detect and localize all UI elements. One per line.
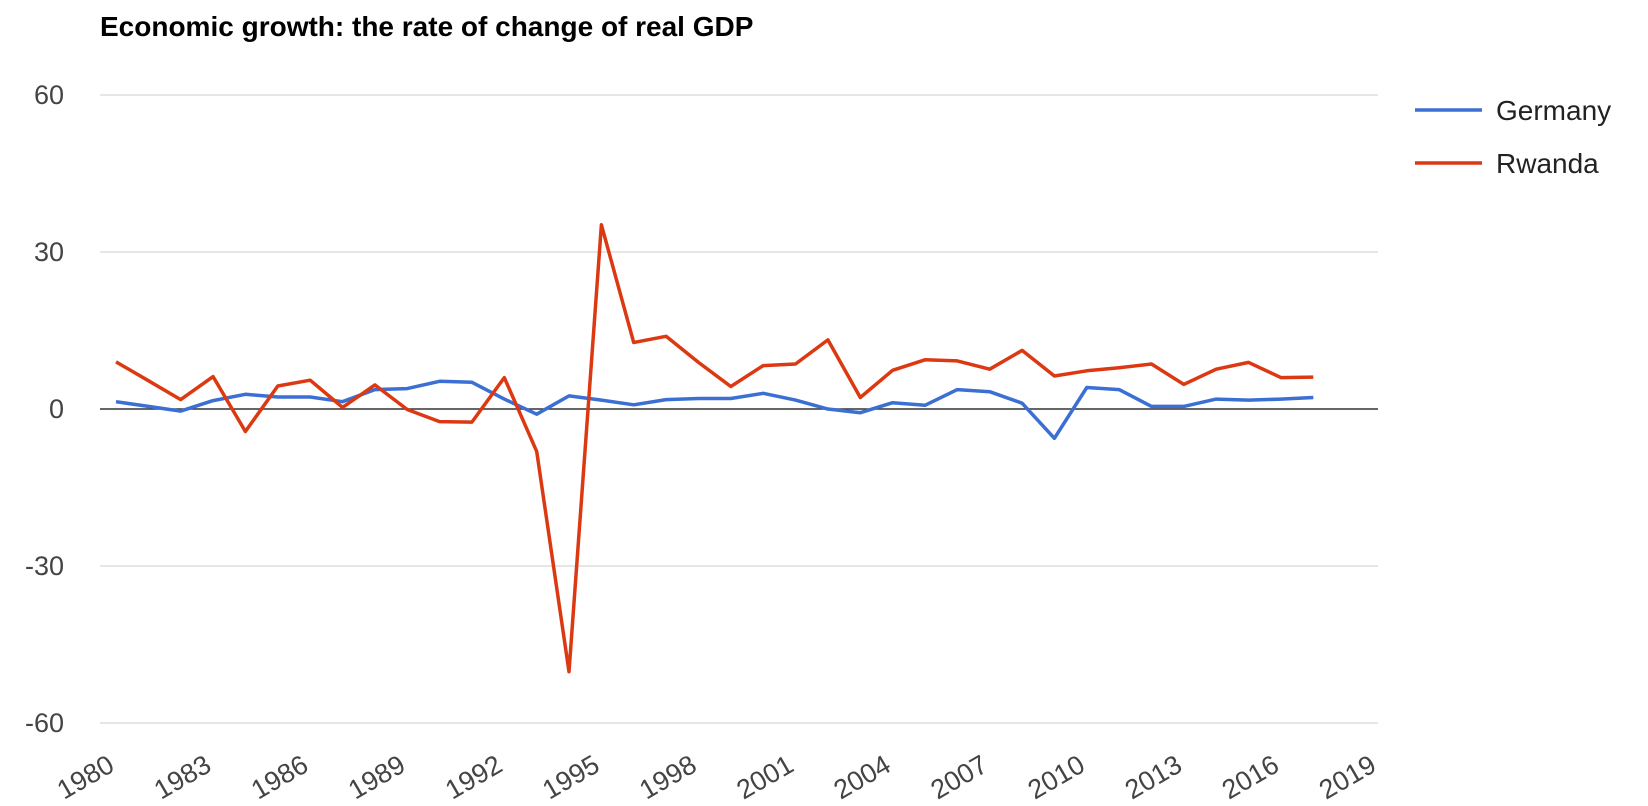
y-tick-label: 60: [34, 80, 64, 110]
x-tick-label: 2019: [1314, 749, 1381, 805]
legend-label: Rwanda: [1496, 148, 1599, 179]
series-line: [115, 223, 1314, 674]
x-tick-label: 1998: [634, 749, 701, 805]
legend-label: Germany: [1496, 95, 1611, 126]
x-tick-label: 2010: [1023, 749, 1090, 805]
y-tick-label: 30: [34, 237, 64, 267]
x-tick-label: 2016: [1217, 749, 1284, 805]
x-tick-label: 2007: [926, 749, 993, 805]
x-tick-label: 2004: [829, 749, 896, 805]
x-tick-label: 1992: [440, 749, 507, 805]
y-tick-label: 0: [49, 394, 64, 424]
x-tick-label: 2013: [1120, 749, 1187, 805]
series-line: [115, 379, 1314, 441]
x-tick-label: 1983: [149, 749, 216, 805]
x-tick-label: 1995: [537, 749, 604, 805]
x-tick-label: 2001: [732, 749, 799, 805]
x-tick-label: 1989: [343, 749, 410, 805]
x-tick-label: 1980: [52, 749, 119, 805]
chart-title: Economic growth: the rate of change of r…: [100, 11, 753, 42]
y-tick-label: -60: [25, 708, 64, 738]
x-tick-label: 1986: [246, 749, 313, 805]
y-tick-label: -30: [25, 551, 64, 581]
